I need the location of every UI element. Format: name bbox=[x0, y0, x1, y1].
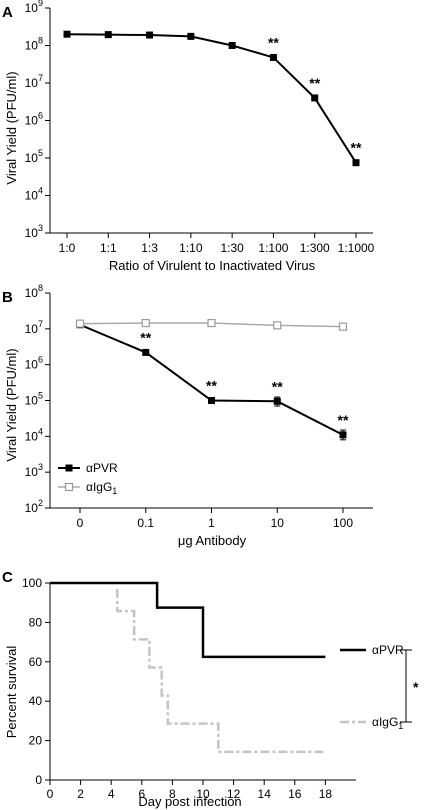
panel-b-x-tick-label: 100 bbox=[333, 516, 353, 530]
panel-a-x-tick-label: 1:100 bbox=[258, 241, 288, 255]
panel-b-significance: ** bbox=[206, 378, 217, 394]
panel-c-x-tick-label: 16 bbox=[288, 787, 302, 801]
panel-a-y-tick-label: 109 bbox=[25, 0, 43, 15]
panel-a-letter: A bbox=[2, 4, 13, 21]
panel-c-y-tick-label: 0 bbox=[35, 773, 42, 787]
panel-b-data: ** ** ** ** bbox=[75, 318, 349, 441]
panel-a-point bbox=[104, 31, 112, 39]
panel-c-label-apvr: αPVR bbox=[372, 643, 404, 657]
panel-c-ylabel: Percent survival bbox=[4, 646, 19, 739]
panel-c-y-tick-label: 60 bbox=[29, 655, 43, 669]
panel-c-xlabel: Day post infection bbox=[138, 794, 241, 809]
panel-b-point bbox=[339, 431, 347, 439]
panel-a-point bbox=[146, 31, 154, 39]
panel-a: A 103 104 105 106 107 108 109 1:0 1:1 1:3 1:10 1:30… bbox=[2, 0, 375, 273]
legend-apvr-label: αPVR bbox=[86, 461, 118, 475]
panel-c-survival-curve bbox=[116, 588, 326, 754]
panel-c-y-tick-label: 40 bbox=[29, 694, 43, 708]
panel-b-y-tick-label: 104 bbox=[25, 426, 43, 443]
panel-a-significance: ** bbox=[309, 75, 320, 91]
panel-c-y-tick-label: 20 bbox=[29, 734, 43, 748]
panel-a-y-tick-label: 108 bbox=[25, 36, 43, 53]
panel-c-data bbox=[50, 581, 366, 754]
legend-aigg-label: αIgG1 bbox=[86, 480, 117, 496]
panel-a-x-tick-label: 1:10 bbox=[179, 241, 203, 255]
panel-a-x-tick-label: 1:30 bbox=[220, 241, 244, 255]
panel-a-point bbox=[63, 30, 71, 38]
panel-a-significance: ** bbox=[268, 34, 279, 50]
significance-bracket: * bbox=[400, 649, 419, 723]
panel-a-significance: ** bbox=[351, 140, 362, 156]
panel-c-label-aigg: αIgG1 bbox=[372, 715, 403, 731]
panel-a-y-tick-label: 107 bbox=[25, 73, 43, 90]
panel-c: C 0 20 40 60 80 100 0 2 4 6 8 10 12 14 16 18 Percent su… bbox=[2, 569, 419, 809]
panel-c-x-tick-label: 18 bbox=[319, 787, 333, 801]
panel-b-point bbox=[142, 348, 150, 356]
panel-b-letter: B bbox=[2, 289, 13, 306]
panel-b-y-tick-label: 106 bbox=[25, 355, 43, 372]
panel-c-x-tick-label: 2 bbox=[77, 787, 84, 801]
panel-b-point bbox=[208, 397, 215, 404]
panel-b-legend: αPVR αIgG1 bbox=[58, 461, 118, 496]
panel-a-x-tick-label: 1:300 bbox=[300, 241, 330, 255]
panel-a-point bbox=[228, 42, 236, 49]
panel-a-point bbox=[187, 32, 195, 40]
panel-a-y-tick-label: 106 bbox=[25, 111, 43, 128]
panel-b-x-tick-label: 1 bbox=[208, 516, 215, 530]
panel-a-x-tick-label: 1:1000 bbox=[338, 241, 375, 255]
panel-c-axes: 0 20 40 60 80 100 0 2 4 6 8 10 12 14 16 18 bbox=[22, 576, 356, 801]
panel-b-ylabel: Viral Yield (PFU/ml) bbox=[4, 348, 19, 461]
panel-a-point bbox=[311, 94, 319, 102]
panel-c-x-tick-label: 14 bbox=[258, 787, 272, 801]
panel-b-x-tick-label: 0.1 bbox=[137, 516, 154, 530]
panel-b-point bbox=[273, 397, 281, 405]
panel-b-point bbox=[141, 318, 150, 328]
panel-b-x-tick-label: 10 bbox=[271, 516, 285, 530]
panel-c-x-tick-label: 6 bbox=[138, 787, 145, 801]
panel-b-significance: ** bbox=[272, 378, 283, 394]
panel-a-x-tick-label: 1:3 bbox=[141, 241, 158, 255]
panel-b-y-tick-label: 105 bbox=[25, 391, 43, 408]
panel-c-letter: C bbox=[2, 569, 13, 586]
panel-a-axes: 103 104 105 106 107 108 109 1:0 1:1 1:3 1:10 1:30 1:… bbox=[25, 0, 375, 255]
panel-a-y-tick-label: 103 bbox=[25, 223, 43, 240]
panel-a-y-tick-label: 104 bbox=[25, 186, 43, 203]
panel-b-x-tick-label: 0 bbox=[77, 516, 84, 530]
panel-c-x-tick-label: 4 bbox=[108, 787, 115, 801]
panel-b-point bbox=[273, 321, 282, 330]
panel-b-y-tick-label: 108 bbox=[25, 283, 43, 300]
panel-c-y-tick-label: 100 bbox=[22, 576, 42, 590]
panel-b-y-tick-label: 102 bbox=[25, 498, 43, 515]
panel-b-significance: ** bbox=[140, 329, 151, 345]
panel-a-point bbox=[352, 159, 360, 167]
panel-b-significance: ** bbox=[338, 412, 349, 428]
panel-b-point bbox=[75, 319, 85, 328]
panel-c-x-tick-label: 12 bbox=[227, 787, 241, 801]
significance-star: * bbox=[413, 679, 419, 695]
panel-c-x-tick-label: 8 bbox=[169, 787, 176, 801]
panel-b-point bbox=[207, 318, 216, 328]
panel-c-y-tick-label: 80 bbox=[29, 615, 43, 629]
panel-c-survival-curve bbox=[50, 581, 326, 659]
panel-b-xlabel: μg Antibody bbox=[178, 533, 247, 548]
legend-aigg-marker bbox=[64, 482, 74, 492]
panel-a-data: ** ** ** bbox=[63, 30, 362, 167]
panel-b-y-tick-label: 107 bbox=[25, 319, 43, 336]
panel-a-x-tick-label: 1:1 bbox=[100, 241, 117, 255]
panel-a-series-line bbox=[66, 33, 357, 164]
panel-a-point bbox=[269, 53, 277, 61]
legend-apvr-marker bbox=[65, 464, 73, 472]
panel-a-xlabel: Ratio of Virulent to Inactivated Virus bbox=[109, 258, 316, 273]
panel-b-point bbox=[338, 322, 348, 331]
panel-a-y-tick-label: 105 bbox=[25, 148, 43, 165]
panel-c-x-tick-label: 10 bbox=[196, 787, 210, 801]
panel-a-ylabel: Viral Yield (PFU/ml) bbox=[4, 71, 19, 184]
panel-b-y-tick-label: 103 bbox=[25, 462, 43, 479]
panel-c-x-tick-label: 0 bbox=[47, 787, 54, 801]
panel-b-axes: 102 103 104 105 106 107 108 0 0.1 1 10 100 bbox=[25, 283, 373, 530]
panel-a-x-tick-label: 1:0 bbox=[59, 241, 76, 255]
